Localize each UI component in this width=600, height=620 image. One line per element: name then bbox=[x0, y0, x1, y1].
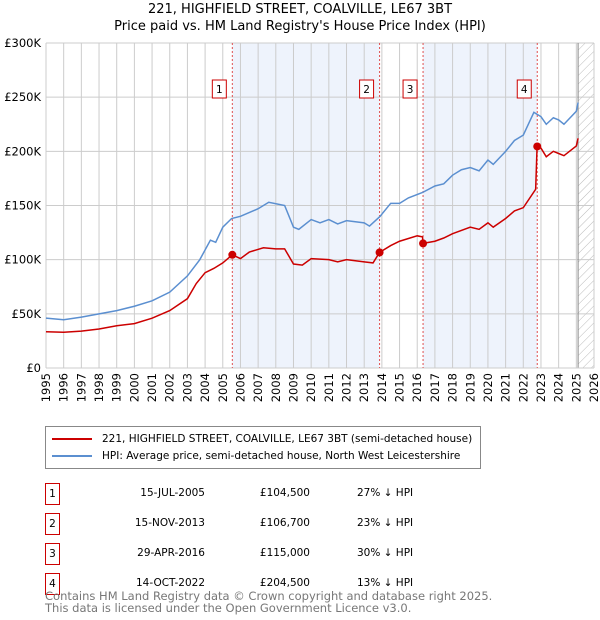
x-tick-label: 2002 bbox=[163, 373, 177, 402]
x-tick-label: 1997 bbox=[74, 373, 88, 402]
x-tick-label: 2026 bbox=[587, 373, 600, 402]
sale-price: £104,500 bbox=[259, 487, 310, 499]
legend: 221, HIGHFIELD STREET, COALVILLE, LE67 3… bbox=[45, 426, 481, 469]
sale-number-badge: 1 bbox=[45, 483, 60, 505]
sale-label-box bbox=[402, 79, 418, 99]
sale-date: 29-APR-2016 bbox=[137, 547, 205, 559]
sale-label-number: 3 bbox=[407, 84, 414, 96]
legend-label: HPI: Average price, semi-detached house,… bbox=[102, 450, 461, 462]
x-tick-label: 1998 bbox=[92, 373, 106, 402]
legend-item-hpi: HPI: Average price, semi-detached house,… bbox=[52, 448, 460, 464]
sale-point bbox=[419, 239, 428, 248]
footer-licence: This data is licensed under the Open Gov… bbox=[45, 601, 412, 615]
y-tick-label: £150K bbox=[4, 199, 41, 213]
sale-number-badge: 4 bbox=[45, 573, 60, 595]
x-tick-label: 1996 bbox=[57, 373, 71, 402]
y-tick-label: £250K bbox=[4, 90, 41, 104]
x-tick-label: 2005 bbox=[216, 373, 230, 402]
legend-label: 221, HIGHFIELD STREET, COALVILLE, LE67 3… bbox=[102, 433, 473, 445]
footer-copyright: Contains HM Land Registry data © Crown c… bbox=[45, 589, 493, 603]
x-tick-label: 2017 bbox=[428, 373, 442, 402]
sale-number-badge: 2 bbox=[45, 513, 60, 535]
x-tick-label: 2012 bbox=[340, 373, 354, 402]
table-row: 1 15-JUL-2005 £104,500 27% ↓ HPI bbox=[45, 483, 545, 507]
sale-price: £106,700 bbox=[259, 517, 310, 529]
x-tick-label: 2021 bbox=[499, 373, 513, 402]
x-tick-label: 2010 bbox=[304, 373, 318, 402]
x-tick-label: 2020 bbox=[481, 373, 495, 402]
x-tick-label: 2006 bbox=[233, 373, 247, 402]
x-tick-label: 1999 bbox=[110, 373, 124, 402]
x-tick-label: 2009 bbox=[286, 373, 300, 402]
x-tick-label: 2000 bbox=[127, 373, 141, 402]
sale-point bbox=[533, 142, 542, 151]
x-tick-label: 2014 bbox=[375, 373, 389, 402]
legend-item-property: 221, HIGHFIELD STREET, COALVILLE, LE67 3… bbox=[52, 431, 472, 447]
sale-date: 15-NOV-2013 bbox=[134, 517, 205, 529]
legend-swatch-red bbox=[52, 438, 92, 440]
x-tick-label: 2007 bbox=[251, 373, 265, 402]
sale-hpi-diff: 13% ↓ HPI bbox=[357, 577, 414, 589]
x-tick-label: 2022 bbox=[516, 373, 530, 402]
sale-point bbox=[375, 248, 384, 257]
hpi-line bbox=[45, 102, 579, 321]
x-tick-label: 2016 bbox=[410, 373, 424, 402]
table-row: 4 14-OCT-2022 £204,500 13% ↓ HPI bbox=[45, 573, 545, 597]
y-tick-label: £0 bbox=[26, 361, 41, 375]
x-tick-label: 2023 bbox=[534, 373, 548, 402]
sale-label-number: 2 bbox=[363, 84, 370, 96]
plot-area: 1995 1996 1997 1998 1999 2000 2001 2002 2003 2004… bbox=[4, 36, 600, 402]
sale-label-box bbox=[359, 79, 375, 99]
sale-label-number: 4 bbox=[521, 84, 528, 96]
chart-title: 221, HIGHFIELD STREET, COALVILLE, LE67 3… bbox=[147, 2, 453, 17]
x-tick-label: 2004 bbox=[198, 373, 212, 402]
sale-date: 15-JUL-2005 bbox=[140, 487, 205, 499]
y-tick-label: £100K bbox=[4, 253, 41, 267]
sale-label-box bbox=[211, 79, 227, 99]
table-row: 2 15-NOV-2013 £106,700 23% ↓ HPI bbox=[45, 513, 545, 537]
sale-label-box bbox=[516, 79, 532, 99]
x-tick-label: 2015 bbox=[393, 373, 407, 402]
sale-date: 14-OCT-2022 bbox=[136, 577, 205, 589]
x-tick-label: 2013 bbox=[357, 373, 371, 402]
x-tick-label: 2024 bbox=[552, 373, 566, 402]
x-tick-label: 2025 bbox=[569, 373, 583, 402]
sale-price: £115,000 bbox=[259, 547, 310, 559]
x-tick-label: 2003 bbox=[180, 373, 194, 402]
x-tick-label: 2008 bbox=[269, 373, 283, 402]
sale-hpi-diff: 30% ↓ HPI bbox=[357, 547, 414, 559]
x-tick-label: 2001 bbox=[145, 373, 159, 402]
sale-point bbox=[228, 250, 237, 259]
chart-subtitle: Price paid vs. HM Land Registry's House … bbox=[114, 19, 486, 34]
property-price-line bbox=[45, 138, 579, 334]
sale-hpi-diff: 23% ↓ HPI bbox=[357, 517, 414, 529]
sale-label-number: 1 bbox=[216, 84, 223, 96]
table-row: 3 29-APR-2016 £115,000 30% ↓ HPI bbox=[45, 543, 545, 567]
sale-hpi-diff: 27% ↓ HPI bbox=[357, 487, 414, 499]
x-tick-label: 1995 bbox=[39, 373, 53, 402]
legend-swatch-blue bbox=[52, 455, 92, 457]
y-tick-label: £200K bbox=[4, 144, 41, 158]
x-tick-label: 2019 bbox=[463, 373, 477, 402]
x-tick-label: 2018 bbox=[446, 373, 460, 402]
x-tick-label: 2011 bbox=[322, 373, 336, 402]
sale-number-badge: 3 bbox=[45, 543, 60, 565]
y-tick-label: £300K bbox=[4, 36, 41, 50]
y-tick-label: £50K bbox=[12, 307, 42, 321]
sale-price: £204,500 bbox=[259, 577, 310, 589]
